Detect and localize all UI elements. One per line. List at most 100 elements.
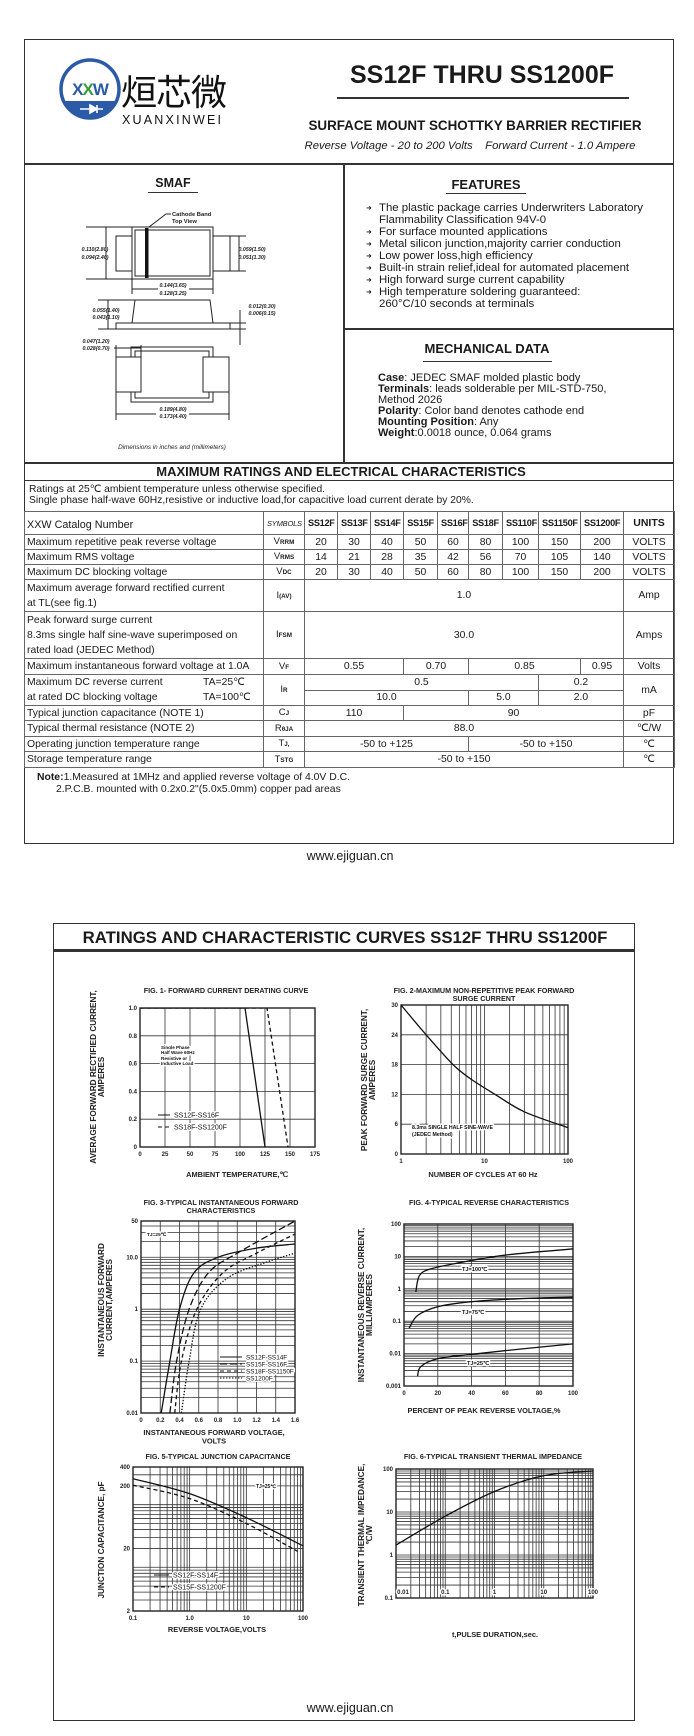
top-view-body	[131, 226, 214, 280]
bullet-arrow-icon: ➜	[366, 240, 372, 248]
series-curve	[140, 1008, 289, 1147]
feature-text: Low power loss,high efficiency	[379, 250, 533, 262]
chart-title: FIG. 5-TYPICAL JUNCTION CAPACITANCE	[146, 1452, 291, 1461]
y-tick-label: 20	[123, 1546, 130, 1552]
parameter-text: Typical junction capacitance (NOTE 1)	[27, 707, 204, 719]
chart-annotation: Single Phase	[161, 1045, 190, 1050]
plot-frame	[395, 1468, 594, 1599]
parameter-text: at TL(see fig.1)	[27, 597, 97, 609]
chart-annotation: TJ=25℃	[256, 1483, 276, 1490]
parameter-text: rated load (JEDEC Method)	[27, 644, 155, 656]
product-subtitle: SURFACE MOUNT SCHOTTKY BARRIER RECTIFIER	[308, 118, 642, 133]
mechanical-value: : Color band denotes cathode end	[418, 405, 585, 417]
y-axis-title: CURRENT,AMPERES	[105, 1259, 114, 1341]
table-row: Peak forward surge current 8.3ms single h…	[24, 611, 675, 659]
column-header-part: SS12F	[304, 511, 338, 535]
datasheet-page-2	[53, 923, 635, 1721]
symbol-subscript: STG	[280, 756, 294, 764]
dim-label: 0.173(4.40)	[159, 414, 186, 420]
series-curve	[416, 1343, 573, 1377]
table-header-row: XXW Catalog Number SYMBOLS SS12F SS13F SS14F…	[24, 511, 675, 535]
side-view-lead	[115, 322, 231, 330]
logo-monogram: XXW	[72, 80, 110, 99]
parameter-line: Typical junction capacitance (NOTE 1)	[27, 707, 260, 720]
dim-label: 0.028(0.70)	[82, 346, 109, 352]
series-curve	[174, 1233, 295, 1413]
x-tick-label: 1.0	[233, 1418, 242, 1424]
x-tick-label: 1	[493, 1590, 497, 1596]
parameter-text: Typical thermal resistance (NOTE 2)	[27, 723, 195, 734]
y-axis-title: JUNCTION CAPACITANCE, pF	[97, 1481, 106, 1598]
legend-label: SS12F-SS14F	[173, 1572, 218, 1579]
page-title: SS12F THRU SS1200F	[350, 61, 614, 89]
feature-text: 260°C/10 seconds at terminals	[379, 298, 535, 310]
value-cell: 30.0	[304, 611, 624, 659]
y-tick-label: 400	[120, 1465, 131, 1471]
parameter-condition: TA=100℃	[203, 692, 251, 703]
parameter-text: Maximum instantaneous forward voltage at…	[27, 661, 250, 672]
mechanical-line: Weight:0.0018 ounce, 0.064 grams	[378, 428, 551, 439]
ratings-title-divider	[24, 480, 674, 481]
parameter-line: Maximum DC reverse current TA=25℃	[27, 676, 260, 691]
y-tick-label: 1	[398, 1287, 402, 1293]
dim-label: 0.128(3.25)	[159, 291, 186, 297]
feature-text: Flammability Classification 94V-0	[379, 214, 547, 226]
series-curve	[396, 1470, 593, 1546]
curves-title-divider	[54, 949, 634, 952]
plot-frame	[132, 1466, 304, 1612]
x-tick-label: 0.6	[195, 1418, 204, 1424]
ratings-top-divider	[24, 462, 674, 464]
unit-cell: Amp	[623, 579, 675, 612]
x-tick-label: 125	[260, 1152, 271, 1158]
column-header-units: UNITS	[623, 511, 675, 535]
feature-text: The plastic package carries Underwriters…	[379, 202, 643, 214]
parameter-line: Maximum DC blocking voltage	[27, 566, 260, 579]
y-tick-label: 0.8	[129, 1034, 138, 1040]
bottom-view-right-pad	[202, 356, 230, 393]
features-title: FEATURES	[451, 177, 521, 192]
x-axis-title: VOLTS	[202, 1437, 226, 1446]
parameter-line: Maximum average forward rectified curren…	[27, 581, 260, 596]
x-tick-label: 100	[568, 1391, 579, 1397]
section-vertical-divider	[343, 163, 345, 462]
x-tick-label: 1	[399, 1159, 403, 1165]
x-tick-label: 10	[481, 1159, 488, 1165]
mechanical-label: Terminals	[378, 383, 430, 395]
x-tick-label: 0.1	[129, 1616, 138, 1622]
y-axis-title: TRANSIENT THERMAL IMPEDANCE,	[357, 1464, 366, 1607]
parameter-cell: Peak forward surge current 8.3ms single h…	[24, 611, 264, 659]
column-header-part: SS110F	[502, 511, 539, 535]
y-tick-label: 0	[395, 1152, 399, 1158]
dim-label: 0.144(3.65)	[159, 283, 186, 289]
parameter-text: Maximum DC reverse current	[27, 677, 163, 688]
series-curve	[401, 1005, 568, 1129]
chart-annotation: Resistive or	[161, 1056, 187, 1061]
series-curve	[415, 1248, 573, 1293]
bullet-arrow-icon: ➜	[366, 276, 372, 284]
y-tick-label: 18	[391, 1063, 398, 1069]
x-tick-label: 150	[285, 1152, 296, 1158]
ratings-table: XXW Catalog Number SYMBOLS SS12F SS13F SS14F…	[24, 511, 675, 768]
y-tick-label: 100	[391, 1222, 402, 1228]
y-tick-label: 50	[131, 1219, 138, 1225]
chart-annotation: 8.3ms SINGLE HALF SINE-WAVE	[412, 1125, 493, 1131]
x-tick-label: 0.4	[175, 1418, 184, 1424]
logo-chinese-name: 烜芯微	[121, 73, 227, 114]
y-axis-title: PEAK FORWARD SURGE CURRENT,	[360, 1009, 369, 1151]
feature-item: ➜ High temperature soldering guaranteed:	[366, 286, 580, 298]
symbol-subscript: DC	[282, 569, 292, 576]
x-axis-title: PERCENT OF PEAK REVERSE VOLTAGE,%	[408, 1406, 561, 1415]
legend-label: SS1200F	[246, 1375, 273, 1382]
chart-fig-5: 0.1 1.0 10 100 2 20 200 400 FIG. 5-TYPICAL JUNCT…	[97, 1452, 309, 1634]
curve-label: TJ=25℃	[467, 1360, 490, 1367]
cathode-leader-line	[148, 213, 167, 228]
y-tick-label: 0.01	[389, 1352, 401, 1358]
series-curve	[169, 1221, 295, 1413]
parameter-line: rated load (JEDEC Method)	[27, 643, 260, 658]
chart-fig-4: 0 20 40 60 80 100 0.001 0.01 0.1 1 10 100 FIG. 4-TYP…	[357, 1198, 579, 1415]
mechanical-value: Method 2026	[378, 394, 443, 406]
legend-label: SS12F-SS16F	[174, 1112, 219, 1119]
symbol-main: C	[278, 707, 286, 718]
symbol-main: T	[274, 753, 281, 765]
y-axis-title: AMPERES	[368, 1059, 377, 1100]
